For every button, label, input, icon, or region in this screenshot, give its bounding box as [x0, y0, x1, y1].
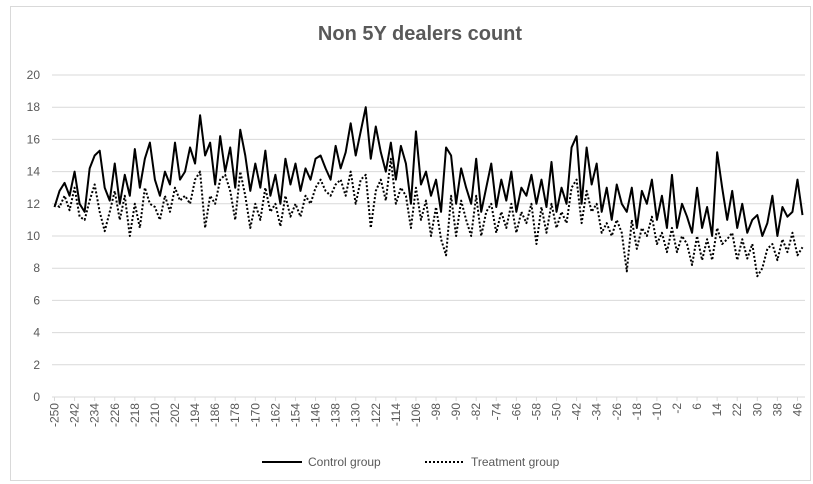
x-tick-label: -106: [409, 403, 423, 427]
x-tick-label: -138: [329, 403, 343, 427]
x-tick-label: -18: [630, 403, 644, 421]
x-tick-label: -250: [48, 403, 62, 427]
x-tick-label: -26: [610, 403, 624, 421]
x-tick-label: -186: [208, 403, 222, 427]
x-tick-label: -42: [570, 403, 584, 421]
x-tick-label: -90: [449, 403, 463, 421]
x-tick-label: -146: [309, 403, 323, 427]
y-tick-label: 20: [27, 68, 41, 82]
series-line: [53, 157, 804, 278]
y-tick-label: 8: [33, 261, 40, 275]
y-tick-label: 6: [33, 293, 40, 307]
chart-title: Non 5Y dealers count: [318, 23, 522, 45]
x-tick-label: -98: [429, 403, 443, 421]
x-tick-label: 22: [730, 403, 744, 417]
legend-label: Treatment group: [471, 455, 560, 469]
chart-border: [10, 6, 811, 481]
legend-label: Control group: [308, 455, 381, 469]
x-tick-label: -82: [469, 403, 483, 421]
y-tick-label: 2: [33, 358, 40, 372]
x-tick-label: -34: [590, 403, 604, 421]
x-tick-label: -218: [128, 403, 142, 427]
x-tick-label: -162: [268, 403, 282, 427]
x-tick-label: -170: [248, 403, 262, 427]
x-tick-label: -210: [148, 403, 162, 427]
x-tick-label: 38: [770, 403, 784, 417]
y-tick-label: 16: [27, 132, 41, 146]
x-tick-label: 6: [690, 403, 704, 410]
y-tick-label: 14: [27, 165, 41, 179]
x-tick-label: -226: [108, 403, 122, 427]
x-tick-label: -202: [168, 403, 182, 427]
x-tick-label: -178: [228, 403, 242, 427]
x-tick-label: -74: [489, 403, 503, 421]
x-tick-label: -66: [509, 403, 523, 421]
x-tick-label: 30: [750, 403, 764, 417]
x-tick-label: -194: [188, 403, 202, 427]
x-tick-label: -58: [529, 403, 543, 421]
x-tick-label: -242: [68, 403, 82, 427]
x-tick-label: -154: [288, 403, 302, 427]
y-tick-label: 4: [33, 326, 40, 340]
x-tick-label: -130: [349, 403, 363, 427]
x-tick-label: -50: [550, 403, 564, 421]
x-tick-label: 14: [710, 403, 724, 417]
x-tick-label: -122: [369, 403, 383, 427]
y-tick-label: 18: [27, 100, 41, 114]
y-tick-label: 10: [27, 229, 41, 243]
y-tick-label: 0: [33, 390, 40, 404]
x-tick-label: -234: [88, 403, 102, 427]
x-tick-label: -114: [389, 403, 403, 426]
x-tick-label: -2: [670, 403, 684, 414]
x-tick-label: 46: [790, 403, 804, 417]
x-tick-label: -10: [650, 403, 664, 421]
series-line: [53, 106, 804, 237]
y-tick-label: 12: [27, 197, 41, 211]
